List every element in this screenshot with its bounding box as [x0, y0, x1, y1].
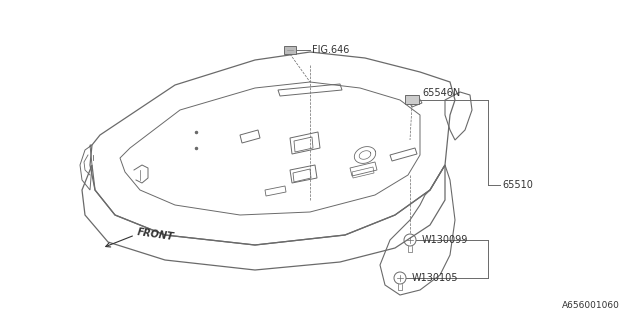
Text: 65546N: 65546N	[422, 88, 460, 98]
Text: W130105: W130105	[412, 273, 458, 283]
Bar	[284, 46, 296, 54]
Text: FIG.646: FIG.646	[312, 45, 349, 55]
Text: FRONT: FRONT	[137, 228, 175, 243]
Text: W130099: W130099	[422, 235, 468, 245]
Text: 65510: 65510	[502, 180, 533, 190]
Text: A656001060: A656001060	[562, 301, 620, 310]
Bar	[405, 95, 419, 104]
